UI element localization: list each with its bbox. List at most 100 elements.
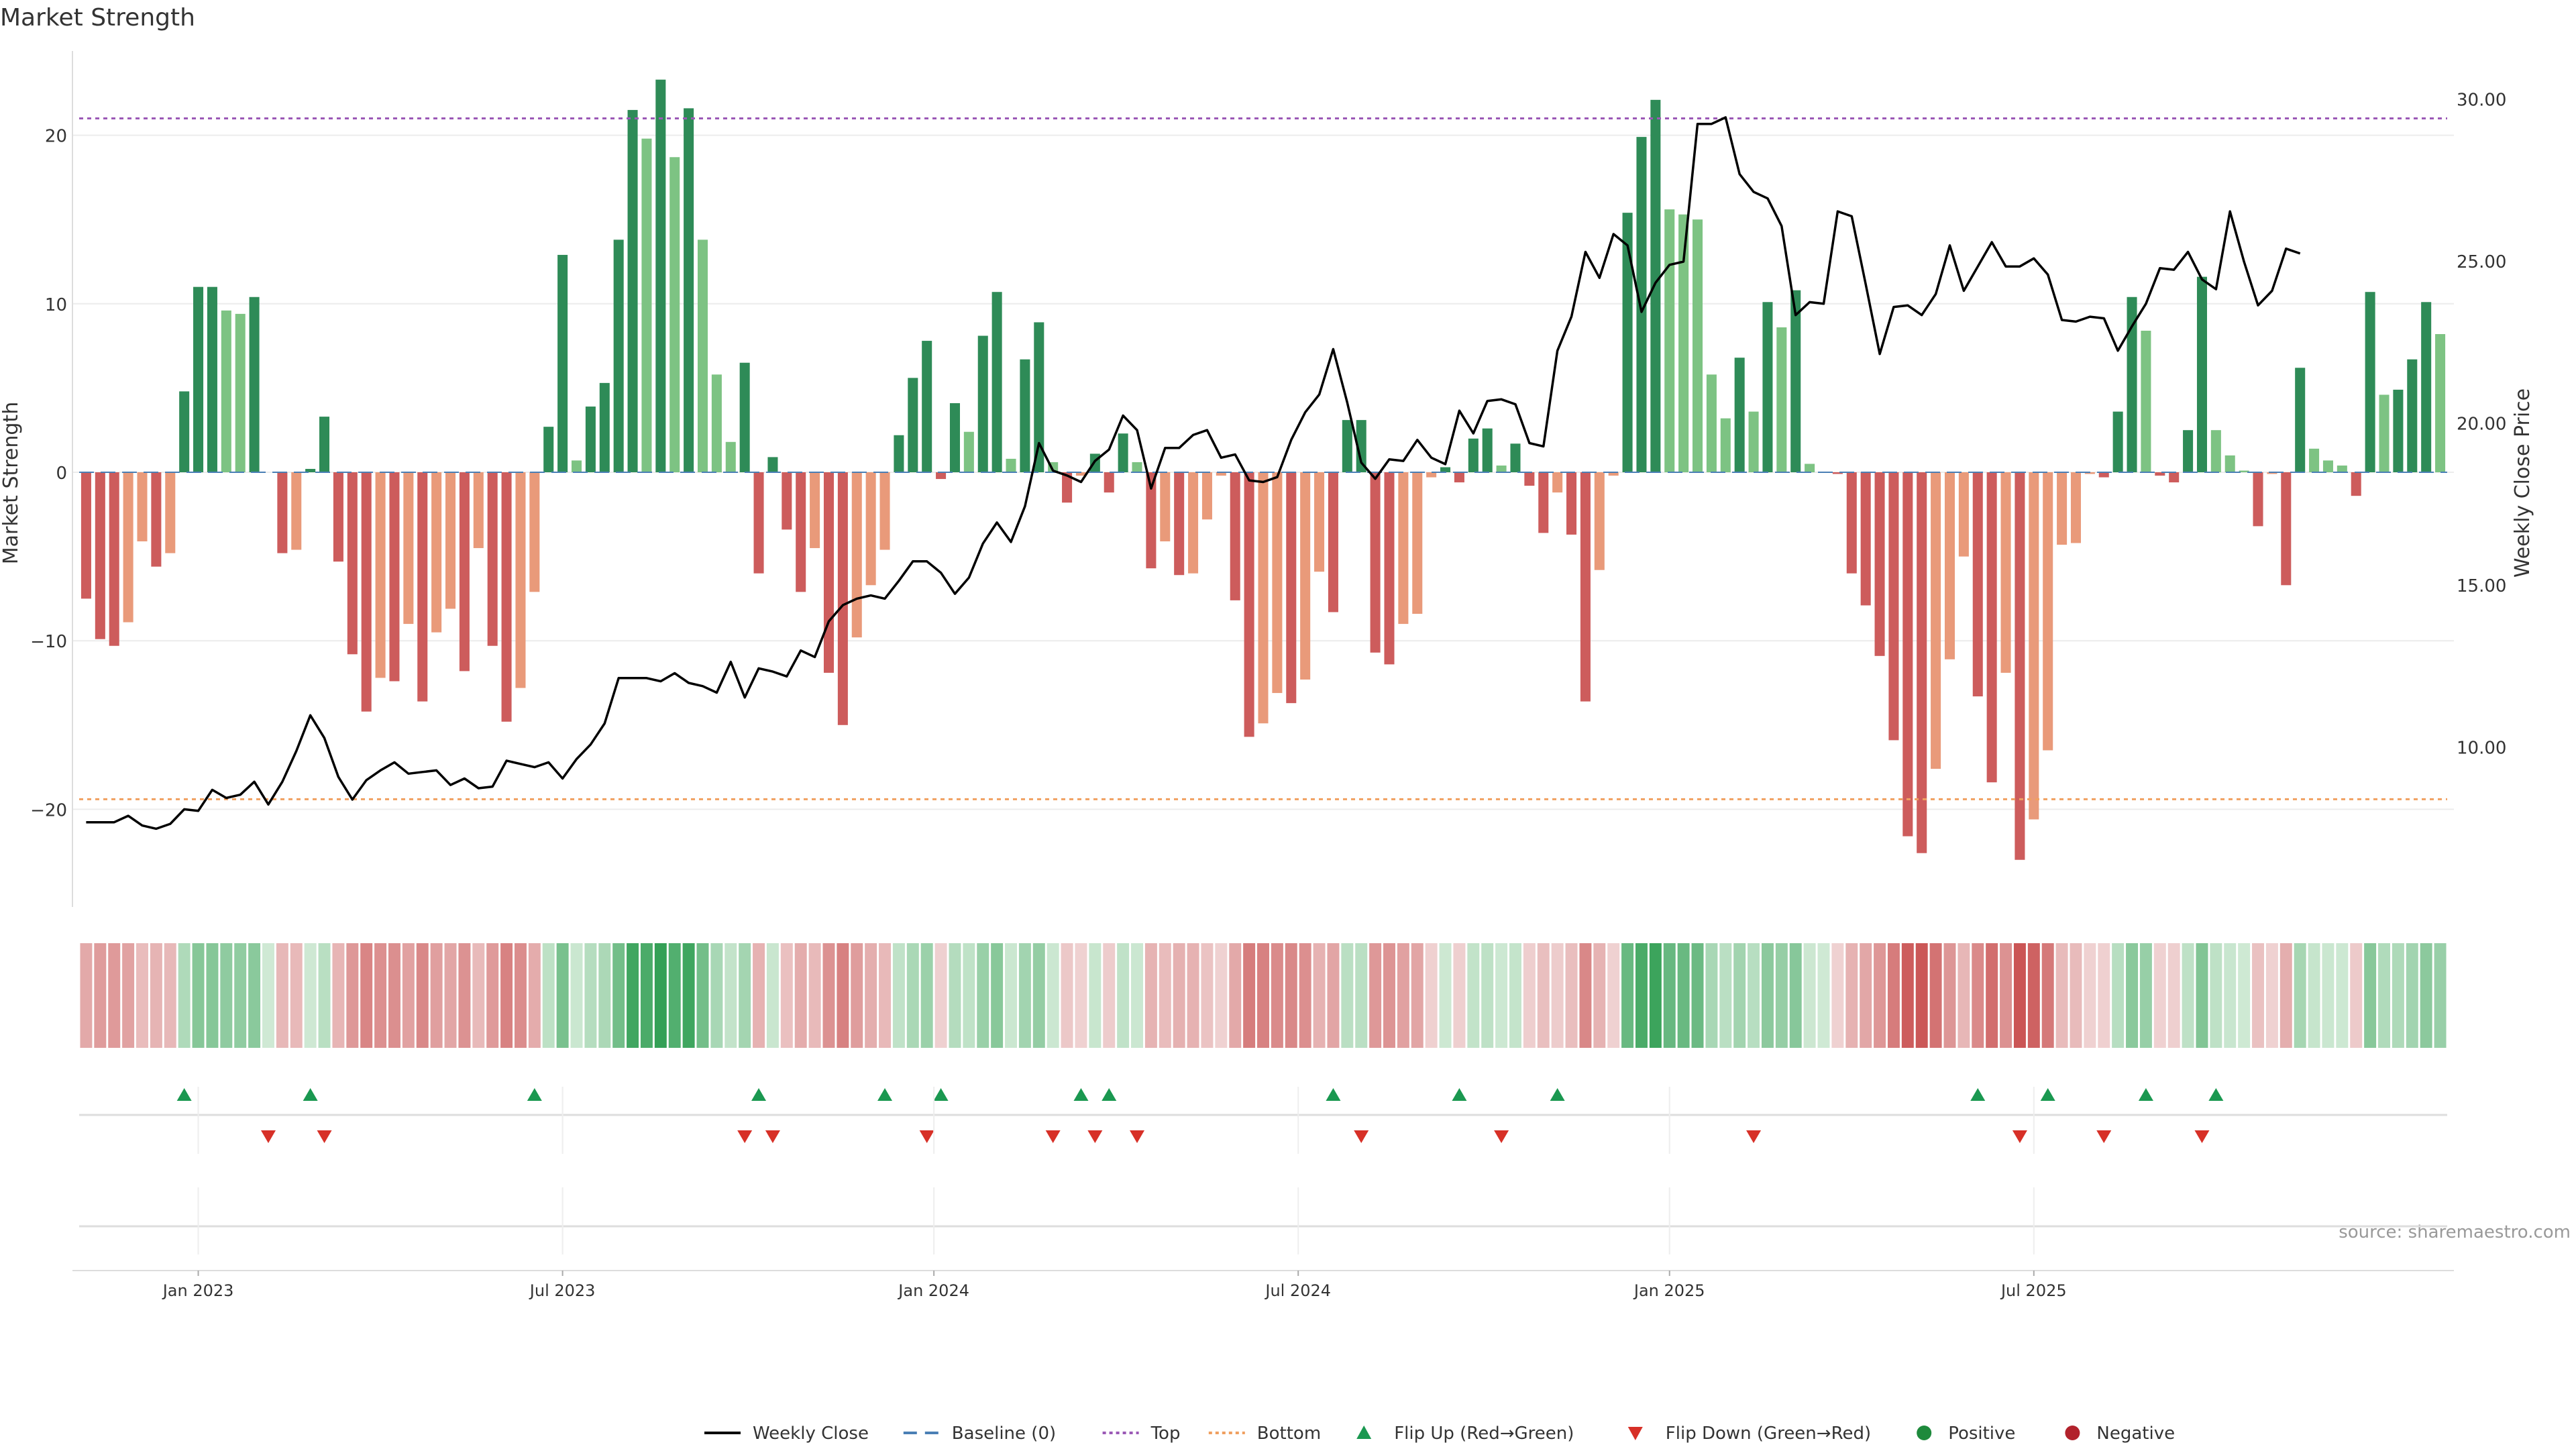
heat-cell (949, 943, 961, 1048)
strength-bar (557, 254, 568, 472)
heat-cell (2406, 943, 2418, 1048)
strength-bar (1426, 472, 1437, 478)
heat-cell (1523, 943, 1536, 1048)
strength-bar (1258, 472, 1269, 724)
strength-bar (80, 472, 91, 599)
heat-cell (640, 943, 653, 1048)
flip-up-marker (877, 1088, 893, 1101)
heat-cell (2210, 943, 2222, 1048)
heat-cell (2238, 943, 2251, 1048)
strength-bar (2322, 460, 2333, 472)
heat-cell (2112, 943, 2125, 1048)
strength-bar (2084, 472, 2095, 474)
strength-bar (431, 472, 442, 633)
heat-cell (136, 943, 148, 1048)
strength-bar (375, 472, 386, 678)
heat-cell (2252, 943, 2264, 1048)
x-tick-label: Jul 2023 (529, 1281, 596, 1300)
heat-cell (2350, 943, 2363, 1048)
flip-down-marker (317, 1130, 332, 1143)
strength-bar (936, 472, 947, 480)
heat-cell (2392, 943, 2404, 1048)
flip-up-marker (1452, 1088, 1467, 1101)
y-tick-label-left: −20 (30, 800, 67, 820)
strength-bar (361, 472, 372, 712)
strength-bar (2169, 472, 2180, 483)
heat-cell (94, 943, 107, 1048)
strength-bar (1062, 472, 1073, 503)
heat-cell (1285, 943, 1297, 1048)
strength-bar (473, 472, 484, 549)
strength-bar (1860, 472, 1871, 606)
strength-bar (1776, 327, 1787, 472)
strength-bar (2000, 472, 2011, 673)
heat-cell (682, 943, 695, 1048)
strength-bar (725, 441, 736, 472)
strength-bar (2196, 276, 2207, 472)
strength-bar (2281, 472, 2292, 586)
flip-down-marker (260, 1130, 276, 1143)
heat-cell (1131, 943, 1143, 1048)
heat-cell (1789, 943, 1802, 1048)
heat-cell (1761, 943, 1774, 1048)
flip-up-marker (527, 1088, 542, 1101)
heat-cell (766, 943, 779, 1048)
flip-down-marker (1087, 1130, 1103, 1143)
legend-label: Top (1150, 1424, 1181, 1444)
strength-bar (1006, 458, 1016, 472)
strength-bar (543, 427, 554, 472)
heat-cell (1803, 943, 1816, 1048)
strength-bar (922, 341, 932, 472)
y-tick-label-left: 20 (45, 127, 67, 147)
strength-bar (403, 472, 414, 625)
heat-cell (1929, 943, 1942, 1048)
strength-bar (599, 382, 610, 472)
heat-cell (1565, 943, 1578, 1048)
heat-cell (276, 943, 288, 1048)
heat-cell (1299, 943, 1311, 1048)
flip-up-marker (933, 1088, 949, 1101)
strength-bar (2043, 472, 2053, 751)
legend-item: Flip Up (Red→Green) (1356, 1424, 1574, 1444)
heat-cell (934, 943, 947, 1048)
heat-cell (1775, 943, 1788, 1048)
strength-bar (865, 472, 876, 586)
strength-bar (1174, 472, 1185, 576)
heat-cell (192, 943, 205, 1048)
heat-cell (696, 943, 709, 1048)
legend-item: Negative (2065, 1424, 2175, 1444)
heat-cell (2322, 943, 2334, 1048)
strength-bar (2057, 472, 2068, 545)
heat-cell (1243, 943, 1256, 1048)
legend-label: Flip Down (Green→Red) (1666, 1424, 1871, 1444)
strength-bar (109, 472, 119, 646)
flip-up-marker (1550, 1088, 1565, 1101)
legend-item: Weekly Close (704, 1424, 869, 1444)
heat-cell (1117, 943, 1130, 1048)
heat-cell (2167, 943, 2180, 1048)
strength-bar (2155, 472, 2165, 476)
legend-swatch-circle (2065, 1426, 2080, 1440)
strength-bar (711, 374, 722, 472)
heat-cell (500, 943, 513, 1048)
strength-bar (1160, 472, 1171, 541)
legend: Weekly Close Baseline (0) Top Bottom Flip Up… (704, 1424, 2175, 1444)
legend-item: Flip Down (Green→Red) (1627, 1424, 1871, 1444)
flip-up-marker (1970, 1088, 1986, 1101)
heat-cell (150, 943, 162, 1048)
heat-cell (2294, 943, 2306, 1048)
strength-bar (1104, 472, 1114, 493)
strength-bar (1832, 472, 1843, 474)
heat-cell (80, 943, 93, 1048)
strength-bar (1664, 209, 1675, 472)
strength-bar (1510, 443, 1521, 472)
heat-cell (2434, 943, 2447, 1048)
heat-cell (1621, 943, 1634, 1048)
strength-bar (333, 472, 343, 562)
flip-down-marker (737, 1130, 753, 1143)
flip-down-marker (2012, 1130, 2027, 1143)
strength-bar (655, 79, 666, 473)
legend-item: Top (1102, 1424, 1181, 1444)
